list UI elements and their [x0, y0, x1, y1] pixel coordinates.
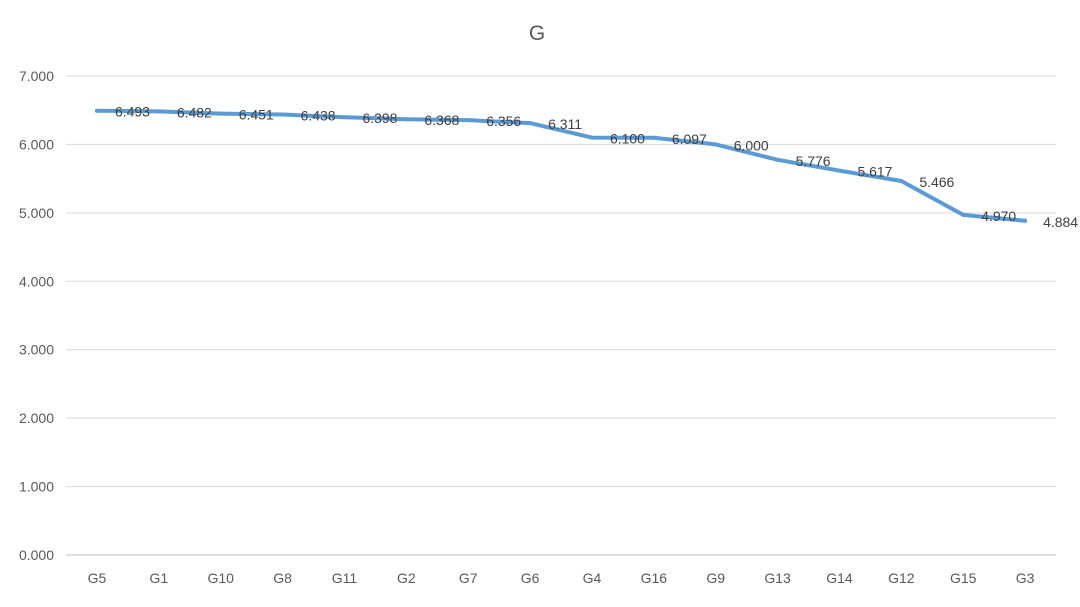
data-label: 5.617 [857, 164, 892, 180]
x-tick-label: G11 [332, 570, 358, 586]
data-label: 6.398 [362, 110, 397, 126]
x-tick-label: G15 [950, 570, 977, 586]
data-point [1023, 218, 1028, 223]
data-point [713, 142, 718, 147]
data-point [156, 109, 161, 114]
data-label: 6.000 [734, 137, 769, 153]
data-point [775, 157, 780, 162]
x-tick-label: G3 [1016, 570, 1035, 586]
x-tick-label: G13 [764, 570, 791, 586]
data-label: 5.776 [796, 153, 831, 169]
y-tick-label: 2.000 [19, 410, 54, 426]
data-point [342, 115, 347, 120]
data-label: 4.884 [1043, 214, 1078, 230]
x-tick-label: G6 [521, 570, 540, 586]
data-point [837, 168, 842, 173]
x-tick-label: G2 [397, 570, 416, 586]
data-point [466, 118, 471, 123]
series-line [94, 108, 1028, 223]
data-labels: 6.493 6.482 6.451 6.438 6.398 6.368 6.356 6.311… [115, 104, 1078, 230]
x-tick-label: G5 [88, 570, 107, 586]
x-tick-label: G7 [459, 570, 478, 586]
chart-title: G [529, 22, 545, 45]
data-point [94, 108, 99, 113]
data-label: 6.356 [486, 113, 521, 129]
x-axis-ticks: G5 G1 G10 G8 G11 G2 G7 G6 G4 G16 G9 G13 G14 G12 G15 G3 [88, 570, 1035, 586]
data-label: 6.100 [610, 131, 645, 147]
data-label: 4.970 [981, 208, 1016, 224]
data-label: 5.466 [919, 174, 954, 190]
data-label: 6.438 [301, 107, 336, 123]
data-point [651, 135, 656, 140]
data-point [589, 135, 594, 140]
data-label: 6.097 [672, 131, 707, 147]
data-label: 6.311 [548, 116, 582, 132]
x-tick-label: G4 [583, 570, 602, 586]
data-label: 6.451 [239, 107, 274, 123]
y-tick-label: 7.000 [19, 68, 54, 84]
data-point [280, 112, 285, 117]
data-point [899, 178, 904, 183]
y-tick-label: 4.000 [19, 273, 54, 289]
data-point [528, 121, 533, 126]
data-label: 6.482 [177, 104, 212, 120]
x-tick-label: G9 [706, 570, 725, 586]
series [94, 108, 1028, 223]
x-tick-label: G8 [273, 570, 292, 586]
x-tick-label: G12 [888, 570, 915, 586]
data-label: 6.493 [115, 104, 150, 120]
y-tick-label: 6.000 [19, 136, 54, 152]
data-point [218, 111, 223, 116]
x-tick-label: G16 [641, 570, 668, 586]
y-tick-label: 1.000 [19, 479, 54, 495]
gridlines [66, 75, 1056, 556]
y-tick-label: 0.000 [19, 547, 54, 563]
x-tick-label: G10 [207, 570, 234, 586]
x-tick-label: G1 [149, 570, 168, 586]
y-tick-label: 5.000 [19, 205, 54, 221]
y-axis-ticks: 0.000 1.000 2.000 3.000 4.000 5.000 6.000 7.000 [19, 68, 54, 563]
data-label: 6.368 [424, 112, 459, 128]
data-point [961, 212, 966, 217]
data-point [404, 117, 409, 122]
y-tick-label: 3.000 [19, 342, 54, 358]
x-tick-label: G14 [826, 570, 853, 586]
